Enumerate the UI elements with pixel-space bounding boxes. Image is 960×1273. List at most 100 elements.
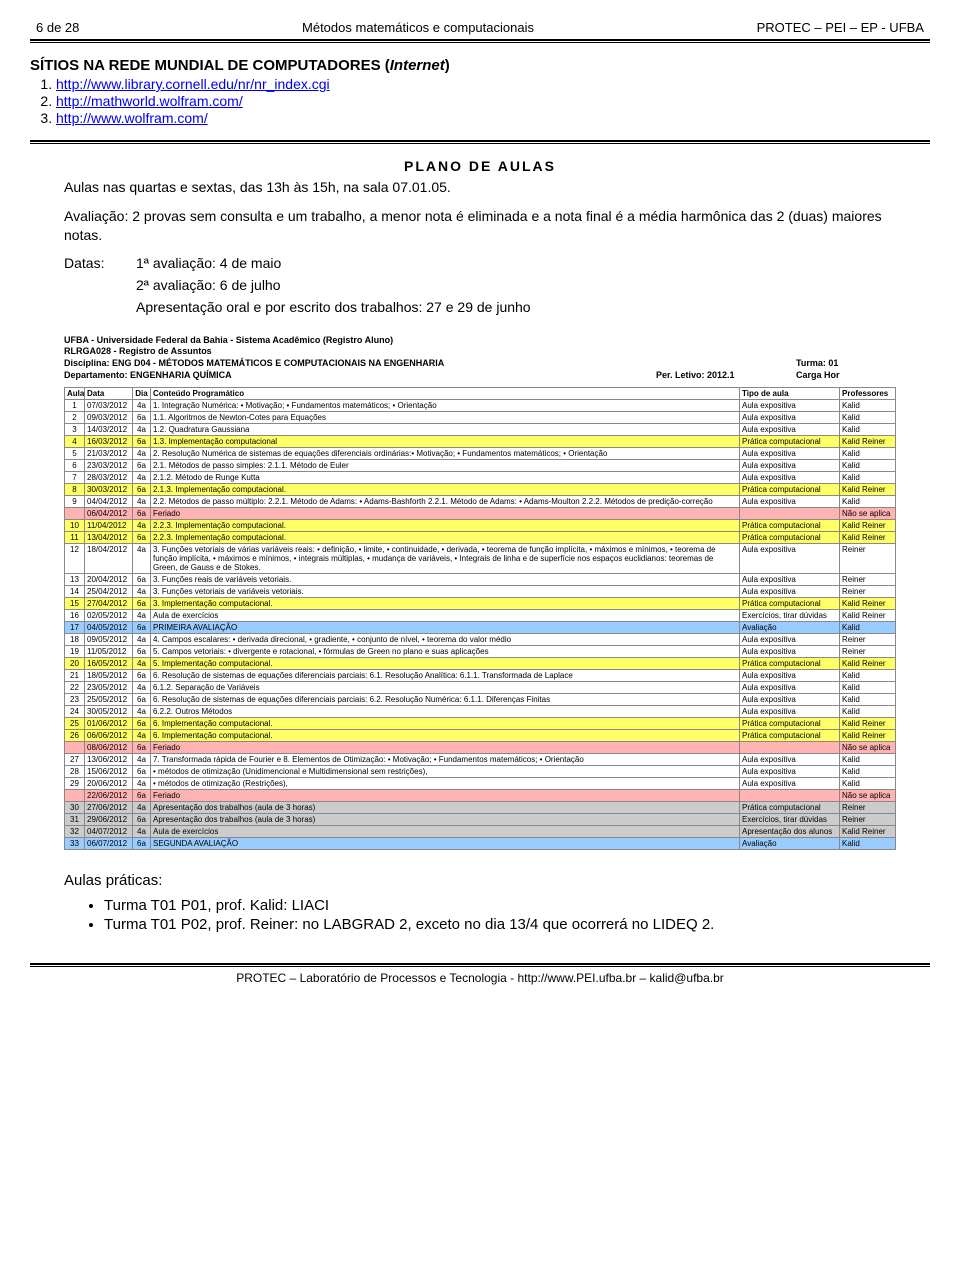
table-row: 1602/05/20124aAula de exercíciosExercíci…: [65, 610, 896, 622]
meta-line: Disciplina: ENG D04 - MÉTODOS MATEMÁTICO…: [64, 358, 656, 370]
table-row: 904/04/20124a2.2. Métodos de passo múlti…: [65, 496, 896, 508]
datas-line: 2ª avaliação: 6 de julho: [136, 277, 896, 293]
table-cell: 1.3. Implementação computacional: [151, 436, 740, 448]
table-cell: Prática computacional: [740, 532, 840, 544]
table-cell: 6a: [133, 766, 151, 778]
table-row: 1809/05/20124a4. Campos escalares: • der…: [65, 634, 896, 646]
table-cell: Kalid Reiner: [840, 826, 896, 838]
praticas-title: Aulas práticas:: [64, 872, 896, 889]
table-cell: Reiner: [840, 802, 896, 814]
table-cell: 19: [65, 646, 85, 658]
table-cell: Prática computacional: [740, 730, 840, 742]
section-rule-thick: [30, 140, 930, 142]
praticas-list: Turma T01 P01, prof. Kalid: LIACI Turma …: [104, 897, 930, 933]
table-cell: 7: [65, 472, 85, 484]
col-aula: Aula: [65, 388, 85, 400]
table-row: 2223/05/20124a6.1.2. Separação de Variáv…: [65, 682, 896, 694]
table-cell: Aula de exercícios: [151, 826, 740, 838]
table-cell: 8: [65, 484, 85, 496]
table-cell: 4a: [133, 520, 151, 532]
table-cell: 15/06/2012: [85, 766, 133, 778]
table-cell: Kalid Reiner: [840, 598, 896, 610]
table-cell: 29: [65, 778, 85, 790]
table-cell: 20/04/2012: [85, 574, 133, 586]
table-cell: 6: [65, 460, 85, 472]
table-cell: 4a: [133, 658, 151, 670]
table-row: 2016/05/20124a5. Implementação computaci…: [65, 658, 896, 670]
table-cell: 4a: [133, 730, 151, 742]
site-link-1[interactable]: http://www.library.cornell.edu/nr/nr_ind…: [56, 76, 330, 92]
table-cell: 09/05/2012: [85, 634, 133, 646]
table-row: 830/03/20126a2.1.3. Implementação comput…: [65, 484, 896, 496]
table-cell: 09/03/2012: [85, 412, 133, 424]
plano-title: PLANO DE AULAS: [30, 158, 930, 174]
footer-text: PROTEC – Laboratório de Processos e Tecn…: [30, 971, 930, 985]
table-cell: 6a: [133, 838, 151, 850]
table-cell: [740, 742, 840, 754]
course-meta: UFBA - Universidade Federal da Bahia - S…: [64, 335, 896, 382]
table-cell: Aula expositiva: [740, 778, 840, 790]
table-cell: 4a: [133, 496, 151, 508]
table-cell: 2: [65, 412, 85, 424]
table-cell: Kalid: [840, 472, 896, 484]
header-right: PROTEC – PEI – EP - UFBA: [757, 20, 924, 35]
col-conteudo: Conteúdo Programático: [151, 388, 740, 400]
table-cell: 22: [65, 682, 85, 694]
table-cell: Apresentação dos trabalhos (aula de 3 ho…: [151, 814, 740, 826]
table-cell: 16/05/2012: [85, 658, 133, 670]
table-cell: Kalid: [840, 766, 896, 778]
table-cell: Kalid: [840, 622, 896, 634]
table-cell: • métodos de otimização (Restrições),: [151, 778, 740, 790]
col-data: Data: [85, 388, 133, 400]
footer-rule-thin: [30, 966, 930, 967]
table-cell: 20/06/2012: [85, 778, 133, 790]
table-cell: Reiner: [840, 634, 896, 646]
table-cell: 06/07/2012: [85, 838, 133, 850]
table-cell: Kalid Reiner: [840, 718, 896, 730]
table-row: 209/03/20126a1.1. Algoritmos de Newton-C…: [65, 412, 896, 424]
table-cell: 6a: [133, 646, 151, 658]
table-cell: Aula expositiva: [740, 400, 840, 412]
table-cell: 6.2.2. Outros Métodos: [151, 706, 740, 718]
table-cell: Kalid Reiner: [840, 484, 896, 496]
table-cell: 6a: [133, 598, 151, 610]
table-cell: 12: [65, 544, 85, 574]
table-row: 1113/04/20126a2.2.3. Implementação compu…: [65, 532, 896, 544]
table-cell: Aula expositiva: [740, 544, 840, 574]
meta-line: RLRGA028 - Registro de Assuntos: [64, 346, 896, 358]
table-cell: 9: [65, 496, 85, 508]
table-row: 1320/04/20126a3. Funções reais de variáv…: [65, 574, 896, 586]
table-cell: Kalid: [840, 838, 896, 850]
table-cell: 4a: [133, 424, 151, 436]
table-cell: Kalid: [840, 670, 896, 682]
site-link-2[interactable]: http://mathworld.wolfram.com/: [56, 93, 243, 109]
meta-line: UFBA - Universidade Federal da Bahia - S…: [64, 335, 896, 347]
table-cell: [65, 742, 85, 754]
table-cell: Kalid: [840, 460, 896, 472]
table-row: 416/03/20126a1.3. Implementação computac…: [65, 436, 896, 448]
list-item: http://www.library.cornell.edu/nr/nr_ind…: [56, 76, 930, 92]
table-cell: Kalid: [840, 682, 896, 694]
table-cell: Prática computacional: [740, 598, 840, 610]
table-cell: 04/05/2012: [85, 622, 133, 634]
table-cell: 5: [65, 448, 85, 460]
table-cell: Exercícios, tirar dúvidas: [740, 610, 840, 622]
table-cell: Reiner: [840, 814, 896, 826]
table-cell: 23: [65, 694, 85, 706]
table-cell: 18: [65, 634, 85, 646]
table-cell: Aula expositiva: [740, 682, 840, 694]
table-cell: 6a: [133, 412, 151, 424]
table-cell: Aula expositiva: [740, 496, 840, 508]
table-cell: 20: [65, 658, 85, 670]
table-cell: 5. Implementação computacional.: [151, 658, 740, 670]
col-dia: Dia: [133, 388, 151, 400]
table-cell: 13/04/2012: [85, 532, 133, 544]
site-link-3[interactable]: http://www.wolfram.com/: [56, 110, 208, 126]
table-row: 1704/05/20126aPRIMEIRA AVALIAÇÃOAvaliaçã…: [65, 622, 896, 634]
table-cell: SEGUNDA AVALIAÇÃO: [151, 838, 740, 850]
table-cell: 10: [65, 520, 85, 532]
table-cell: Prática computacional: [740, 658, 840, 670]
datas-lines: 1ª avaliação: 4 de maio 2ª avaliação: 6 …: [136, 255, 896, 321]
table-cell: Aula expositiva: [740, 754, 840, 766]
table-cell: Apresentação dos trabalhos (aula de 3 ho…: [151, 802, 740, 814]
